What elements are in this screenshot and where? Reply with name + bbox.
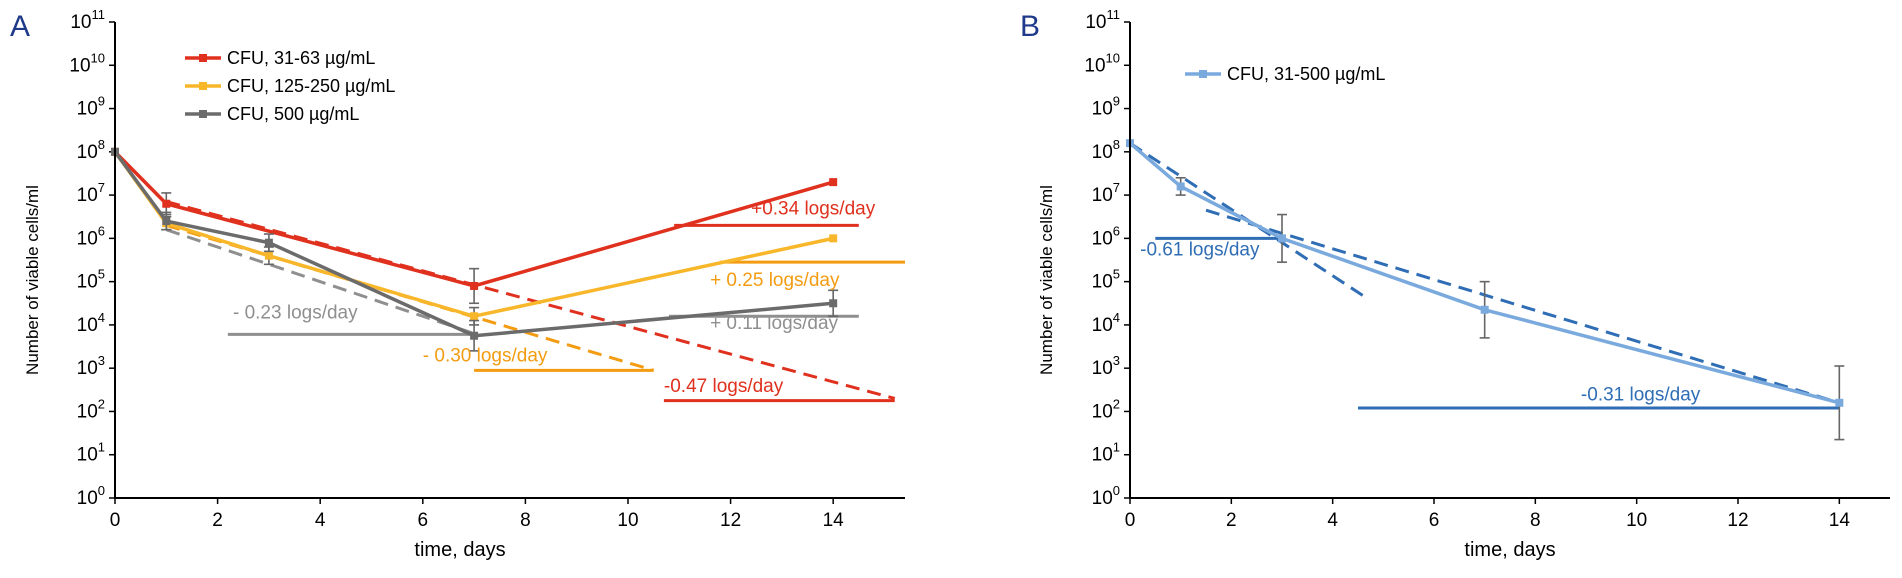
y-tick-label: 100 [1092,483,1120,509]
panel-b-label: B [1020,10,1040,43]
panel-a-label: A [10,10,30,43]
data-point [829,234,838,243]
x-tick-label: 8 [1530,510,1541,531]
panel-b-x-label: time, days [1464,539,1555,561]
y-tick-label: 1011 [70,7,105,33]
panel-b-legend: CFU, 31-500 µg/mL [1185,64,1385,84]
x-tick-label: 4 [1327,510,1338,531]
trend-line-dashed [1205,208,1840,405]
data-point [829,178,838,187]
y-tick-label: 101 [77,440,105,466]
panel-a-legend: CFU, 31-63 µg/mL CFU, 125-250 µg/mL CFU, 5… [185,48,395,124]
rate-annotation: - 0.30 logs/day [423,346,548,367]
y-tick-label: 108 [1092,137,1120,163]
x-tick-label: 6 [1429,510,1440,531]
series-line [113,150,834,288]
data-point [264,238,273,247]
rate-annotation: - 0.23 logs/day [233,302,358,323]
panel-b-x-ticks: 0 2 4 6 8 10 12 14 [1125,498,1851,531]
legend-label: CFU, 31-63 µg/mL [227,48,375,68]
y-tick-label: 107 [77,180,105,206]
panel-b-fit-lines [1129,141,1840,410]
rate-annotation: -0.61 logs/day [1140,240,1260,261]
x-tick-label: 2 [212,510,223,531]
y-tick-label: 106 [1092,223,1120,249]
series-line [1128,141,1840,405]
data-point [162,199,171,208]
panel-b: B 10010110210310410510610710810910101011… [1020,7,1890,561]
data-point [829,299,838,308]
panel-a-x-ticks: 0 2 4 6 8 10 12 14 [110,498,844,531]
x-tick-label: 0 [110,510,121,531]
panel-b-series [1126,139,1845,441]
panel-b-y-ticks: 100 101 102 103 104 105 106 107 108 109 1010 1011 [1084,7,1130,509]
data-point [264,251,273,260]
trend-line-dashed [165,228,475,335]
y-tick-label: 105 [77,267,105,293]
y-tick-label: 101 [1092,440,1120,466]
y-tick-label: 103 [1092,353,1120,379]
y-tick-label: 109 [1092,94,1120,120]
y-tick-label: 103 [77,353,105,379]
x-tick-label: 10 [617,510,638,531]
x-tick-label: 14 [823,510,845,531]
y-tick-label: 104 [77,310,105,336]
y-tick-label: 102 [77,396,105,422]
data-point [1480,305,1489,314]
rate-annotation: -0.47 logs/day [664,376,784,397]
panel-a-y-label: Number of viable cells/ml [23,185,42,375]
panel-a-fit-lines [165,200,905,403]
rate-annotation: +0.34 logs/day [751,199,876,220]
rate-annotation: + 0.25 logs/day [710,270,840,291]
y-tick-label: 105 [1092,267,1120,293]
data-point [470,281,479,290]
x-tick-label: 12 [720,510,741,531]
legend-swatch-marker [1199,70,1207,78]
rate-annotation: + 0.11 logs/day [710,313,838,334]
x-tick-label: 4 [315,510,326,531]
panel-b-y-label: Number of viable cells/ml [1037,185,1056,375]
legend-label: CFU, 125-250 µg/mL [227,76,395,96]
data-point [1176,182,1185,191]
y-tick-label: 1010 [69,50,105,76]
x-tick-label: 8 [520,510,531,531]
y-tick-label: 102 [1092,396,1120,422]
x-tick-label: 14 [1829,510,1851,531]
y-tick-label: 108 [77,137,105,163]
x-tick-label: 0 [1125,510,1136,531]
panel-b-annotations: -0.61 logs/day -0.31 logs/day [1140,240,1701,406]
data-point [162,217,171,226]
data-point [1835,398,1844,407]
data-point [470,331,479,340]
y-tick-label: 104 [1092,310,1120,336]
panel-a-x-label: time, days [414,539,505,561]
y-tick-label: 106 [77,223,105,249]
legend-swatch-marker [199,82,207,90]
y-tick-label: 107 [1092,180,1120,206]
rate-annotation: -0.31 logs/day [1581,385,1701,406]
y-tick-label: 109 [77,94,105,120]
y-tick-label: 1010 [1084,50,1120,76]
x-tick-label: 2 [1226,510,1237,531]
legend-label: CFU, 31-500 µg/mL [1227,64,1385,84]
panel-a-annotations: +0.34 logs/day + 0.25 logs/day + 0.11 logs… [233,199,876,397]
y-tick-label: 1011 [1085,7,1120,33]
x-tick-label: 6 [418,510,429,531]
legend-swatch-marker [199,110,207,118]
y-tick-label: 100 [77,483,105,509]
panel-a-y-ticks: 100 101 102 103 104 105 106 107 108 109 1010 1011 [69,7,115,509]
trend-line-dashed [165,200,896,400]
data-point [1278,234,1286,243]
legend-swatch-marker [199,54,207,62]
x-tick-label: 12 [1727,510,1748,531]
data-point [470,312,479,321]
panel-a: A 10010110210310410510610710810910101011… [10,7,905,561]
legend-label: CFU, 500 µg/mL [227,104,359,124]
x-tick-label: 10 [1626,510,1647,531]
